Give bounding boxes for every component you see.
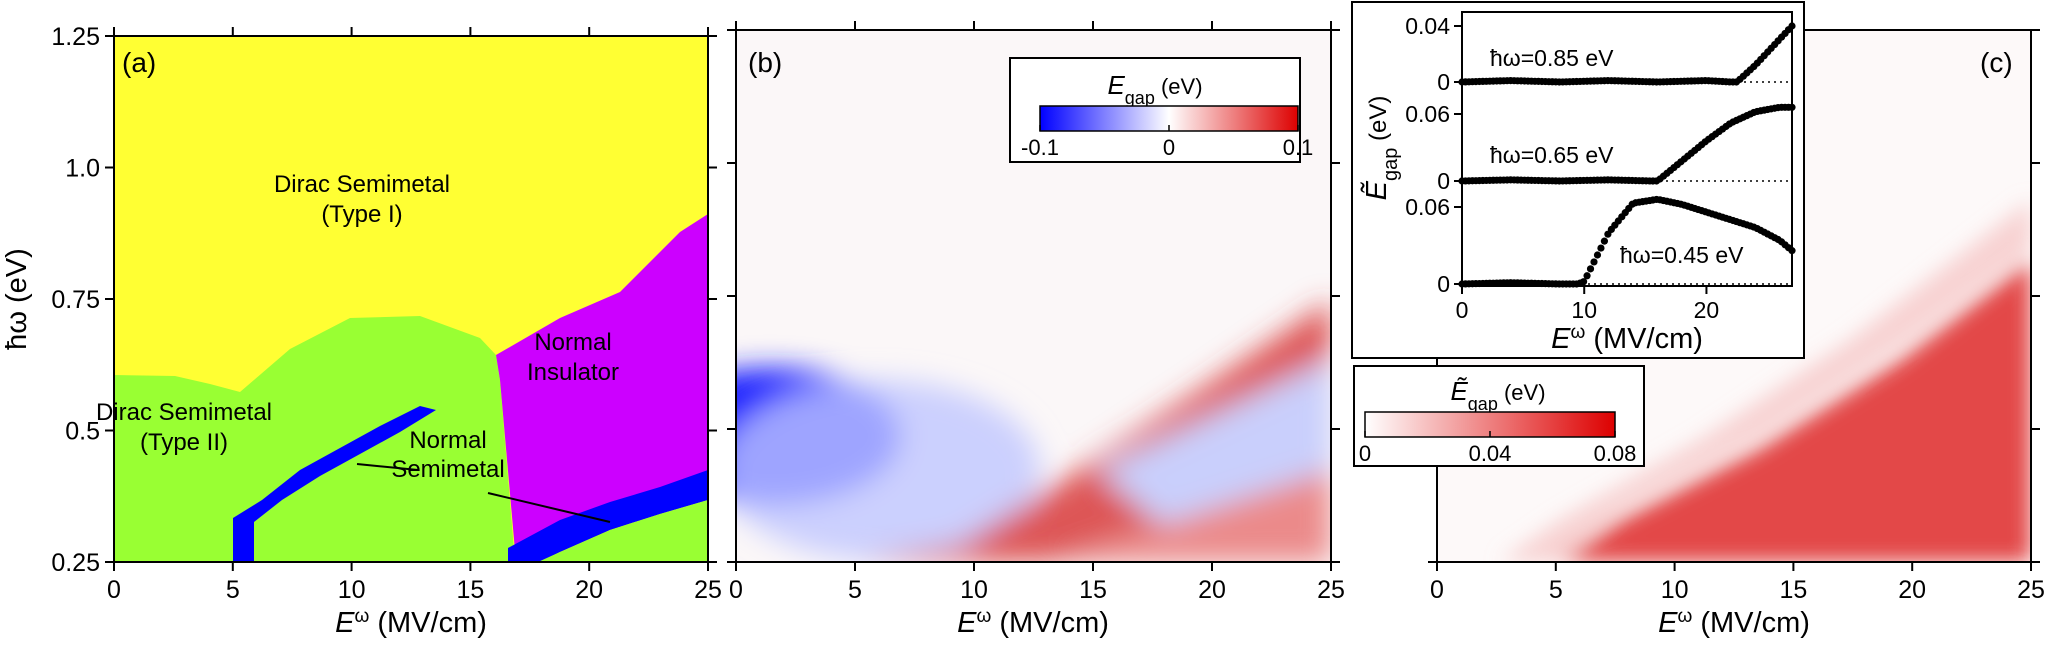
x-tick-label: 10: [338, 576, 366, 604]
inset-x-axis-label: Eω (MV/cm): [1551, 322, 1703, 356]
y-tick-label: 1.25: [51, 23, 100, 51]
inset-y-tick-label: 0.06: [1405, 194, 1450, 220]
y-tick-label: 0.25: [51, 549, 100, 577]
panel-a-phase-diagram: 0 5 10 15 20 25 0.25 0.5 0.75 1.0 1.25 Dirac Semi…: [1, 23, 722, 639]
region-fill-green-lower-right: [538, 500, 708, 562]
region-label-1-line1: Dirac Semimetal: [96, 399, 272, 426]
inset-data-point: [1597, 244, 1605, 252]
inset-x-tick-label: 10: [1571, 297, 1597, 323]
region-fill-normal-semimetal-upper: [233, 406, 436, 562]
panel-b-lower-red: [1050, 470, 1331, 562]
inset-y-tick-label: 0: [1437, 271, 1450, 297]
panel-a-x-axis-label: Eω (MV/cm): [335, 606, 487, 640]
region-label-0-line2: (Type I): [321, 201, 402, 228]
region-fill-normal-insulator: [496, 214, 708, 562]
inset-y-axis-label: Ẽgap (eV): [1359, 96, 1402, 201]
x-tick-label: 15: [1079, 576, 1107, 604]
inset-x-tick-label: 0: [1456, 297, 1469, 323]
inset-frame: [1461, 11, 1793, 287]
inset-y-tick-label: 0: [1437, 69, 1450, 95]
semimetal-pointer-1: [356, 463, 419, 471]
x-tick-label: 20: [1198, 576, 1226, 604]
panel-b-heatmap: 0 5 10 15 20 25 (b) Eω (MV/cm) Egap (eV) -0.1…: [727, 21, 1345, 640]
region-label-2-line2: Insulator: [527, 359, 619, 386]
region-fill-normal-semimetal-lower: [508, 470, 708, 562]
x-tick-label: 15: [456, 576, 484, 604]
panel-c-letter: (c): [1980, 47, 2013, 78]
x-tick-label: 15: [1779, 576, 1807, 604]
x-tick-label: 10: [1661, 576, 1689, 604]
x-tick-label: 20: [1898, 576, 1926, 604]
inset-y-tick-label: 0.06: [1405, 101, 1450, 127]
semimetal-pointer-2: [487, 492, 611, 523]
inset-data-point: [1600, 237, 1609, 245]
inset-y-tick-label: 0: [1437, 168, 1450, 194]
colorbar-tick-label: 0.08: [1594, 441, 1637, 466]
x-tick-label: 5: [848, 576, 862, 604]
x-tick-label: 5: [226, 576, 240, 604]
x-tick-label: 5: [1549, 576, 1563, 604]
panel-b-light-blue-halo: [736, 380, 1040, 560]
colorbar-tick-label: 0: [1163, 135, 1175, 160]
colorbar-tick-label: -0.1: [1021, 135, 1059, 160]
inset-series-label: ħω=0.45 eV: [1620, 242, 1744, 268]
y-tick-label: 0.75: [51, 286, 100, 314]
inset-series-label: ħω=0.65 eV: [1490, 142, 1614, 168]
inset-data-point: [1583, 272, 1591, 280]
panel-a-y-axis-label: ħω (eV): [1, 248, 33, 350]
inset-y-tick-label: 0.04: [1405, 13, 1450, 39]
x-tick-label: 0: [107, 576, 121, 604]
inset-data-point: [1788, 103, 1796, 111]
panel-c-band-edge: [1500, 200, 2031, 562]
inset-data-point: [1579, 278, 1588, 286]
inset-data-point: [1586, 265, 1595, 273]
inset-data-point: [1590, 258, 1598, 266]
inset-data-point: [1788, 247, 1796, 255]
colorbar-tick-label: 0: [1359, 441, 1371, 466]
panel-b-x-axis-label: Eω (MV/cm): [957, 606, 1109, 640]
panel-b-colorbar-title: Egap (eV): [1107, 70, 1202, 108]
region-label-0-line1: Dirac Semimetal: [274, 171, 450, 198]
y-tick-label: 1.0: [65, 155, 100, 183]
colorbar-tick-label: 0.04: [1469, 441, 1512, 466]
panel-c-x-axis-label: Eω (MV/cm): [1658, 606, 1810, 640]
x-tick-label: 25: [694, 576, 722, 604]
colorbar-tick-label: 0.1: [1283, 135, 1314, 160]
x-tick-label: 0: [729, 576, 743, 604]
x-tick-label: 0: [1430, 576, 1444, 604]
panel-c-red-band: [1560, 260, 2031, 562]
panel-a-letter: (a): [122, 47, 156, 78]
region-label-2-line1: Normal: [534, 329, 611, 356]
y-tick-label: 0.5: [65, 418, 100, 446]
x-tick-label: 20: [575, 576, 603, 604]
inset-x-tick-label: 20: [1694, 297, 1720, 323]
inset-series-label: ħω=0.85 eV: [1490, 45, 1614, 71]
region-fill-dirac-type-ii: [114, 316, 515, 562]
panel-c-colorbar-title: Ẽgap (eV): [1450, 376, 1545, 414]
panel-b-letter: (b): [748, 47, 782, 78]
x-tick-label: 10: [960, 576, 988, 604]
inset-data-point: [1593, 251, 1602, 259]
region-label-1-line2: (Type II): [140, 429, 228, 456]
inset-data-point: [1788, 22, 1796, 30]
x-tick-label: 25: [2017, 576, 2045, 604]
region-label-3-line1: Normal: [409, 427, 486, 454]
x-tick-label: 25: [1317, 576, 1345, 604]
